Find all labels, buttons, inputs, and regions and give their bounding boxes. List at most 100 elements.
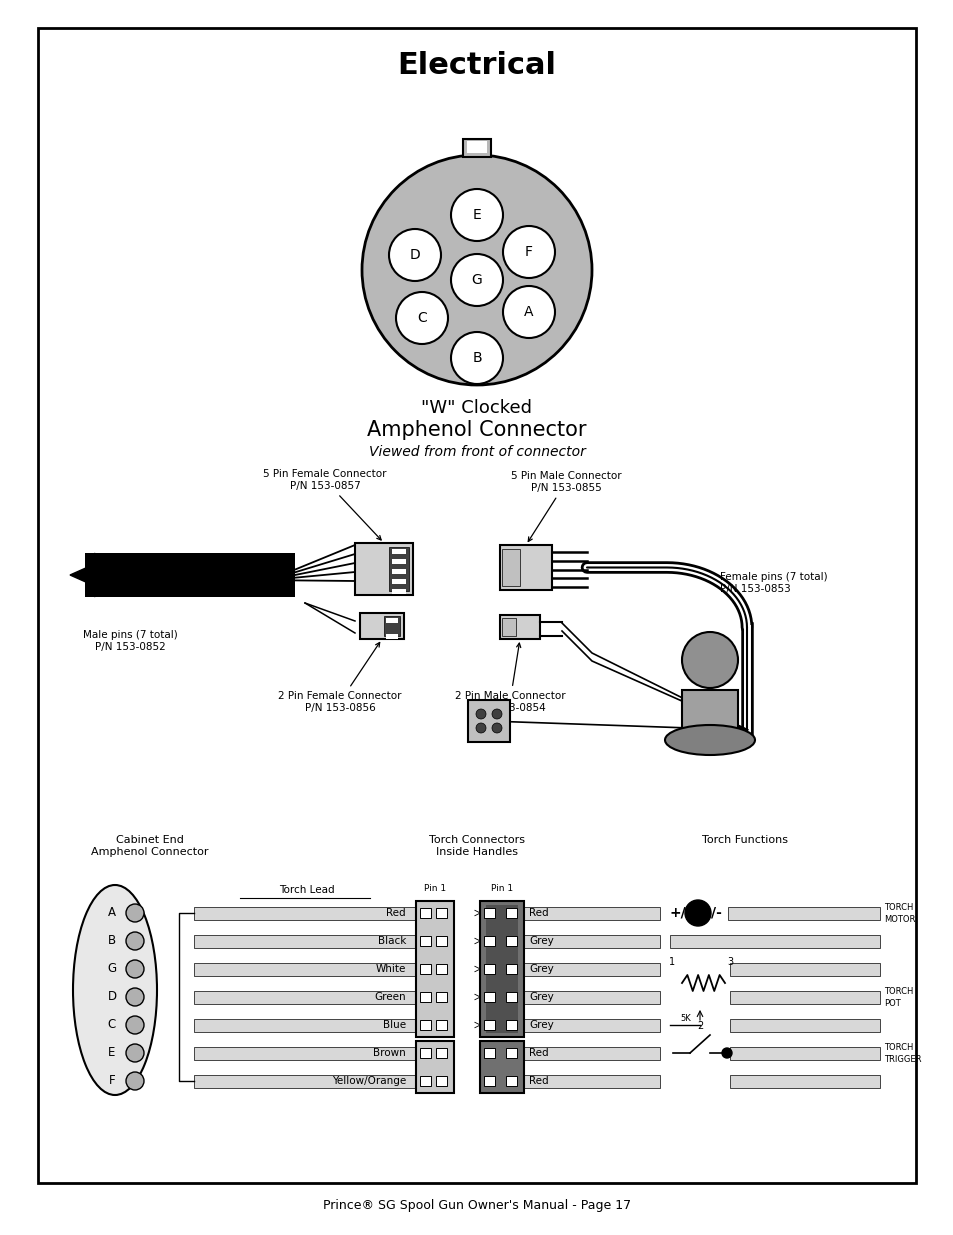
Bar <box>359 613 403 638</box>
Text: Grey: Grey <box>529 1020 553 1030</box>
Bar <box>193 962 416 976</box>
Text: White: White <box>375 965 406 974</box>
Circle shape <box>721 1049 731 1058</box>
Text: G: G <box>471 273 482 287</box>
Circle shape <box>126 1044 144 1062</box>
Text: /-: /- <box>710 906 721 920</box>
Bar <box>416 902 454 1037</box>
Bar <box>499 545 552 590</box>
Circle shape <box>361 156 592 385</box>
Circle shape <box>492 722 501 734</box>
Text: TRIGGER: TRIGGER <box>883 1056 921 1065</box>
Text: Brown: Brown <box>373 1049 406 1058</box>
Bar <box>436 908 447 918</box>
Bar <box>505 908 517 918</box>
Bar <box>523 1019 659 1031</box>
Bar <box>483 1020 495 1030</box>
Bar <box>505 1020 517 1030</box>
Bar <box>681 690 738 730</box>
Text: B: B <box>472 351 481 366</box>
Bar <box>505 1049 517 1058</box>
Bar <box>669 935 879 948</box>
Bar <box>193 1019 416 1031</box>
Bar <box>483 936 495 946</box>
Text: D: D <box>108 990 116 1004</box>
Circle shape <box>126 1072 144 1091</box>
Bar <box>436 1020 447 1030</box>
Bar <box>727 906 879 920</box>
Bar <box>729 1019 879 1032</box>
Text: TORCH: TORCH <box>883 987 912 995</box>
Text: Pin 1: Pin 1 <box>423 1024 446 1032</box>
Circle shape <box>681 632 738 688</box>
Circle shape <box>451 189 502 241</box>
Bar <box>419 1049 431 1058</box>
Text: B: B <box>108 935 116 947</box>
Circle shape <box>476 709 485 719</box>
Bar <box>193 935 416 947</box>
Text: Torch Connectors
Inside Handles: Torch Connectors Inside Handles <box>429 835 524 857</box>
Bar <box>193 1074 416 1088</box>
Text: Pin 1: Pin 1 <box>423 884 446 893</box>
Text: 3: 3 <box>726 957 732 967</box>
Bar <box>505 936 517 946</box>
Text: Viewed from front of connector: Viewed from front of connector <box>368 445 585 459</box>
Circle shape <box>502 226 555 278</box>
Text: Blue: Blue <box>382 1020 406 1030</box>
Bar <box>729 1074 879 1088</box>
Circle shape <box>502 287 555 338</box>
Circle shape <box>126 904 144 923</box>
Bar <box>436 1076 447 1086</box>
Text: Prince® SG Spool Gun Owner's Manual - Page 17: Prince® SG Spool Gun Owner's Manual - Pa… <box>323 1198 630 1212</box>
Text: Grey: Grey <box>529 992 553 1002</box>
Bar <box>384 616 399 636</box>
Circle shape <box>451 332 502 384</box>
Text: Grey: Grey <box>529 936 553 946</box>
Circle shape <box>684 900 710 926</box>
Text: Torch Functions: Torch Functions <box>701 835 787 845</box>
Ellipse shape <box>73 885 157 1095</box>
Bar <box>483 992 495 1002</box>
Bar <box>392 569 406 574</box>
Bar <box>193 1046 416 1060</box>
Bar <box>85 553 294 597</box>
Bar <box>193 990 416 1004</box>
Text: Male pins (7 total)
P/N 153-0852: Male pins (7 total) P/N 153-0852 <box>83 630 177 652</box>
Text: Amphenol Connector: Amphenol Connector <box>367 420 586 440</box>
Bar <box>523 935 659 947</box>
Bar <box>523 1046 659 1060</box>
Text: F: F <box>109 1074 115 1088</box>
Bar <box>483 1049 495 1058</box>
Bar <box>483 908 495 918</box>
Bar <box>499 615 539 638</box>
Bar <box>523 1074 659 1088</box>
Bar <box>505 992 517 1002</box>
Text: Yellow/Orange: Yellow/Orange <box>332 1076 406 1086</box>
Bar <box>392 550 406 555</box>
Text: POT: POT <box>883 999 900 1008</box>
Bar <box>392 579 406 584</box>
Bar <box>419 1076 431 1086</box>
Bar <box>419 1020 431 1030</box>
Circle shape <box>126 1016 144 1034</box>
Bar <box>468 700 510 742</box>
Bar <box>419 908 431 918</box>
Text: F: F <box>524 245 533 259</box>
Bar <box>436 965 447 974</box>
Bar <box>485 905 517 1032</box>
Bar <box>386 618 397 622</box>
Text: Red: Red <box>529 1049 548 1058</box>
Bar <box>523 962 659 976</box>
Bar <box>436 936 447 946</box>
Circle shape <box>126 960 144 978</box>
Bar <box>386 634 397 638</box>
Text: 1: 1 <box>668 957 675 967</box>
Bar <box>523 906 659 920</box>
Bar <box>729 990 879 1004</box>
Bar <box>392 589 406 594</box>
Text: TORCH: TORCH <box>883 1044 912 1052</box>
Text: Pin 1: Pin 1 <box>491 884 513 893</box>
Ellipse shape <box>664 725 754 755</box>
Bar <box>419 936 431 946</box>
Text: Pin 1: Pin 1 <box>491 1024 513 1032</box>
